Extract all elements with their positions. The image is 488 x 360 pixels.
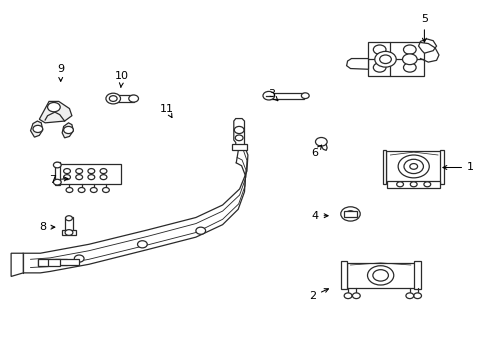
Circle shape [235, 135, 243, 141]
Text: 3: 3 [267, 89, 277, 101]
Circle shape [47, 103, 60, 112]
Text: 6: 6 [311, 145, 321, 158]
Circle shape [372, 63, 385, 72]
Circle shape [396, 182, 403, 187]
Circle shape [76, 168, 82, 174]
Bar [382, 150, 386, 184]
Polygon shape [39, 102, 72, 123]
Bar [385, 152, 441, 182]
Bar [231, 144, 247, 150]
Text: 11: 11 [160, 104, 173, 118]
Circle shape [409, 163, 417, 169]
Bar [439, 150, 443, 184]
Bar [346, 263, 414, 288]
Polygon shape [62, 123, 73, 138]
Circle shape [409, 182, 416, 187]
Circle shape [63, 126, 73, 134]
Circle shape [352, 293, 360, 298]
Bar [61, 230, 76, 235]
Circle shape [402, 54, 416, 64]
Circle shape [397, 155, 428, 178]
Circle shape [65, 216, 72, 221]
Circle shape [372, 270, 387, 281]
Bar [368, 42, 424, 76]
Bar [344, 211, 356, 217]
Polygon shape [346, 59, 368, 69]
Circle shape [234, 126, 244, 134]
Circle shape [263, 91, 274, 100]
Circle shape [63, 175, 70, 180]
Bar [340, 261, 346, 289]
Bar [42, 259, 67, 265]
Text: 9: 9 [57, 64, 64, 81]
Circle shape [403, 45, 415, 54]
Circle shape [88, 175, 95, 180]
Circle shape [403, 63, 415, 72]
Circle shape [413, 293, 421, 298]
Bar [64, 217, 73, 231]
Circle shape [90, 188, 97, 193]
Circle shape [65, 230, 73, 235]
Circle shape [106, 93, 120, 104]
Circle shape [423, 182, 430, 187]
Text: 2: 2 [308, 289, 328, 301]
Polygon shape [30, 121, 42, 137]
Text: 1: 1 [442, 162, 473, 172]
Circle shape [102, 188, 109, 193]
Bar [386, 181, 440, 188]
Circle shape [109, 96, 117, 102]
Text: 4: 4 [311, 211, 327, 221]
Bar [55, 259, 79, 265]
Polygon shape [11, 253, 23, 276]
Circle shape [344, 293, 351, 298]
Bar [268, 93, 303, 99]
Circle shape [379, 55, 390, 64]
Circle shape [53, 179, 61, 185]
Circle shape [63, 168, 70, 174]
Bar [113, 95, 133, 102]
Bar [413, 261, 420, 289]
Circle shape [372, 45, 385, 54]
Circle shape [405, 293, 413, 298]
Circle shape [100, 175, 107, 180]
Circle shape [33, 125, 42, 132]
Circle shape [88, 168, 95, 174]
Bar [38, 259, 60, 266]
Circle shape [374, 51, 395, 67]
Text: 5: 5 [420, 14, 427, 42]
Circle shape [403, 159, 423, 174]
Circle shape [76, 175, 82, 180]
Text: 8: 8 [39, 222, 55, 232]
Circle shape [346, 211, 354, 217]
Circle shape [137, 241, 147, 248]
Bar [55, 162, 60, 185]
Text: 7: 7 [49, 175, 68, 185]
Circle shape [301, 93, 308, 99]
Text: 10: 10 [115, 71, 129, 87]
Circle shape [74, 255, 84, 262]
Polygon shape [418, 39, 436, 53]
Polygon shape [233, 118, 244, 148]
Bar [38, 259, 47, 266]
Circle shape [367, 266, 393, 285]
Circle shape [78, 188, 85, 193]
Circle shape [196, 227, 205, 234]
Bar [57, 164, 120, 184]
Circle shape [315, 138, 326, 146]
Circle shape [128, 95, 138, 102]
Circle shape [340, 207, 360, 221]
Circle shape [53, 162, 61, 168]
Circle shape [100, 168, 107, 174]
Circle shape [66, 188, 73, 193]
